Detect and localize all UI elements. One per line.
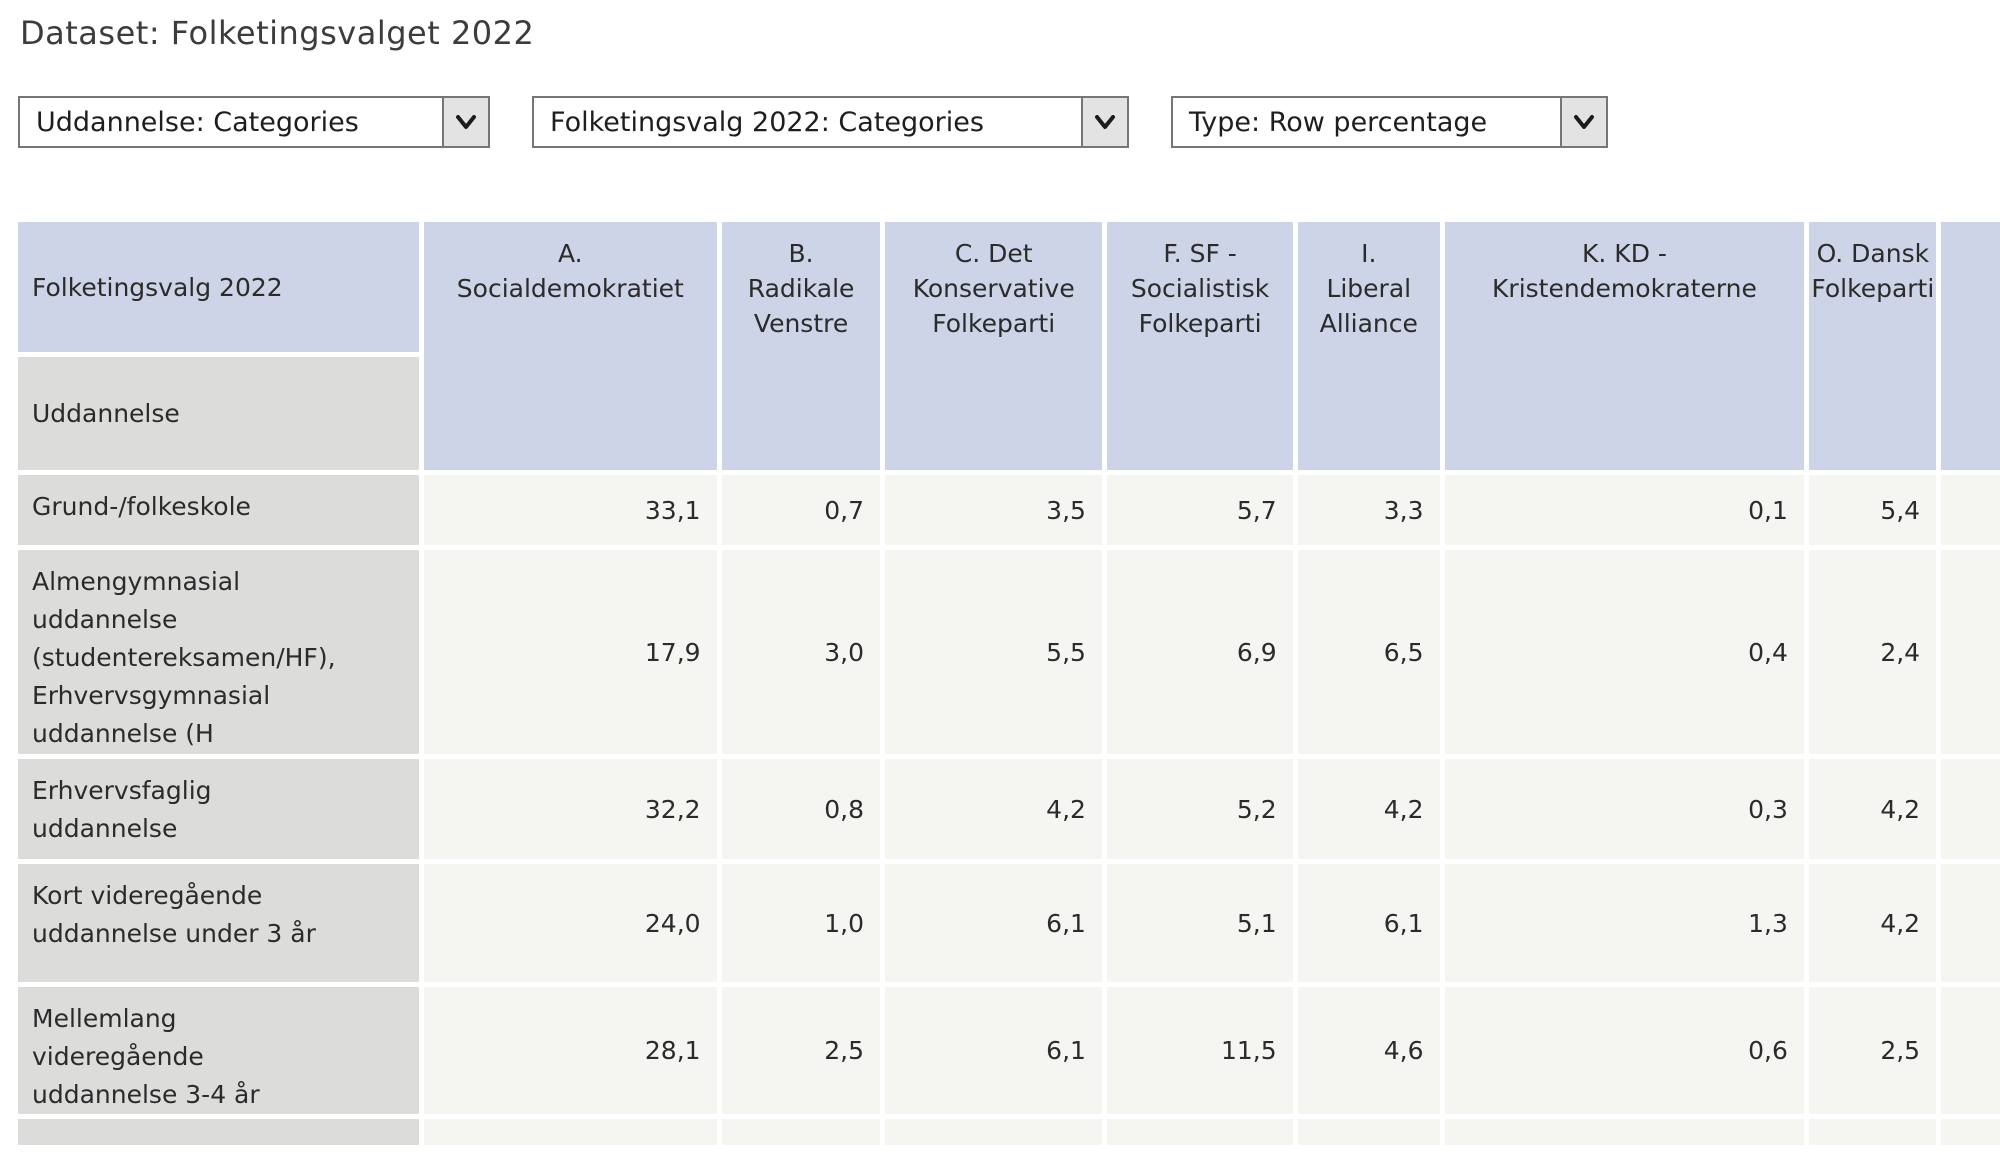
data-cell-clipped (1941, 1119, 2000, 1145)
data-cell-clipped (1808, 1119, 1937, 1145)
data-cell: 1,3 (1444, 864, 1804, 982)
data-cell: 33,1 (423, 475, 717, 545)
row-label: Mellemlang videregående uddannelse 3-4 å… (18, 987, 419, 1114)
data-cell-clipped (1297, 1119, 1440, 1145)
type-select[interactable]: Type: Row percentage (1171, 96, 1608, 148)
data-cell-clipped (721, 1119, 880, 1145)
chevron-down-icon (442, 98, 488, 146)
data-cell: 2,5 (721, 987, 880, 1114)
data-cell: 28,1 (423, 987, 717, 1114)
page-title: Dataset: Folketingsvalget 2022 (20, 14, 535, 52)
data-cell: 6,1 (884, 864, 1102, 982)
uddannelse-select-value: Uddannelse: Categories (36, 106, 359, 138)
data-cell-clipped (1941, 550, 2000, 754)
table-row-clipped (18, 1119, 2000, 1145)
row-label: Kort videregående uddannelse under 3 år (18, 864, 419, 982)
table-header-row: Folketingsvalg 2022 Uddannelse A. Social… (18, 222, 2000, 470)
data-cell: 4,2 (1297, 759, 1440, 859)
data-cell: 6,1 (884, 987, 1102, 1114)
data-cell: 1,0 (721, 864, 880, 982)
row-label: Erhvervsfaglig uddannelse (18, 759, 419, 859)
data-cell: 0,7 (721, 475, 880, 545)
data-cell-clipped (1106, 1119, 1293, 1145)
data-cell-clipped (884, 1119, 1102, 1145)
column-header: A. Socialdemokratiet (423, 222, 717, 470)
data-cell: 4,6 (1297, 987, 1440, 1114)
data-cell: 0,8 (721, 759, 880, 859)
data-cell: 0,4 (1444, 550, 1804, 754)
column-header: K. KD - Kristendemokraterne (1444, 222, 1805, 470)
data-cell: 6,9 (1106, 550, 1293, 754)
column-dimension-label: Folketingsvalg 2022 (18, 222, 419, 352)
data-cell: 6,1 (1297, 864, 1440, 982)
data-cell: 5,2 (1106, 759, 1293, 859)
data-cell: 0,1 (1444, 475, 1804, 545)
folketingsvalg-select-value: Folketingsvalg 2022: Categories (550, 106, 984, 138)
corner-cell: Folketingsvalg 2022 Uddannelse (18, 222, 419, 470)
column-header: B. Radikale Venstre (721, 222, 881, 470)
data-cell: 6,5 (1297, 550, 1440, 754)
table-row: Kort videregående uddannelse under 3 år … (18, 864, 2000, 982)
data-cell-clipped (1444, 1119, 1804, 1145)
data-cell: 11,5 (1106, 987, 1293, 1114)
table-row: Grund-/folkeskole 33,1 0,7 3,5 5,7 3,3 0… (18, 475, 2000, 545)
data-cell: 4,2 (884, 759, 1102, 859)
column-header-clipped (1941, 222, 2000, 470)
data-cell: 24,0 (423, 864, 717, 982)
data-cell: 3,5 (884, 475, 1102, 545)
column-header: F. SF - Socialistisk Folkeparti (1107, 222, 1293, 470)
data-cell: 3,0 (721, 550, 880, 754)
column-header: O. Dansk Folkeparti (1809, 222, 1937, 470)
data-cell: 5,7 (1106, 475, 1293, 545)
data-cell-clipped (1941, 759, 2000, 859)
type-select-value: Type: Row percentage (1189, 106, 1488, 138)
data-cell-clipped (1941, 987, 2000, 1114)
chevron-down-icon (1081, 98, 1127, 146)
column-header: C. Det Konservative Folkeparti (885, 222, 1103, 470)
uddannelse-select[interactable]: Uddannelse: Categories (18, 96, 490, 148)
data-cell-clipped (1941, 864, 2000, 982)
table-row: Almengymnasial uddannelse (studentereksa… (18, 550, 2000, 754)
data-cell: 32,2 (423, 759, 717, 859)
data-cell: 5,1 (1106, 864, 1293, 982)
data-cell: 4,2 (1808, 864, 1937, 982)
data-cell: 17,9 (423, 550, 717, 754)
data-cell: 2,4 (1808, 550, 1937, 754)
data-cell: 4,2 (1808, 759, 1937, 859)
data-cell-clipped (1941, 475, 2000, 545)
table-row: Mellemlang videregående uddannelse 3-4 å… (18, 987, 2000, 1114)
column-header: I. Liberal Alliance (1297, 222, 1440, 470)
chevron-down-icon (1560, 98, 1606, 146)
data-cell: 2,5 (1808, 987, 1937, 1114)
data-cell: 5,5 (884, 550, 1102, 754)
filter-bar: Uddannelse: Categories Folketingsvalg 20… (18, 96, 2000, 148)
data-cell: 3,3 (1297, 475, 1440, 545)
crosstab-table: Folketingsvalg 2022 Uddannelse A. Social… (18, 222, 2000, 1145)
row-label: Almengymnasial uddannelse (studentereksa… (18, 550, 419, 754)
data-cell-clipped (423, 1119, 717, 1145)
data-cell: 5,4 (1808, 475, 1937, 545)
data-cell: 0,3 (1444, 759, 1804, 859)
data-cell: 0,6 (1444, 987, 1804, 1114)
table-row: Erhvervsfaglig uddannelse 32,2 0,8 4,2 5… (18, 759, 2000, 859)
row-label-clipped (18, 1119, 419, 1145)
folketingsvalg-select[interactable]: Folketingsvalg 2022: Categories (532, 96, 1129, 148)
row-label: Grund-/folkeskole (18, 475, 419, 545)
row-dimension-label: Uddannelse (18, 357, 419, 470)
